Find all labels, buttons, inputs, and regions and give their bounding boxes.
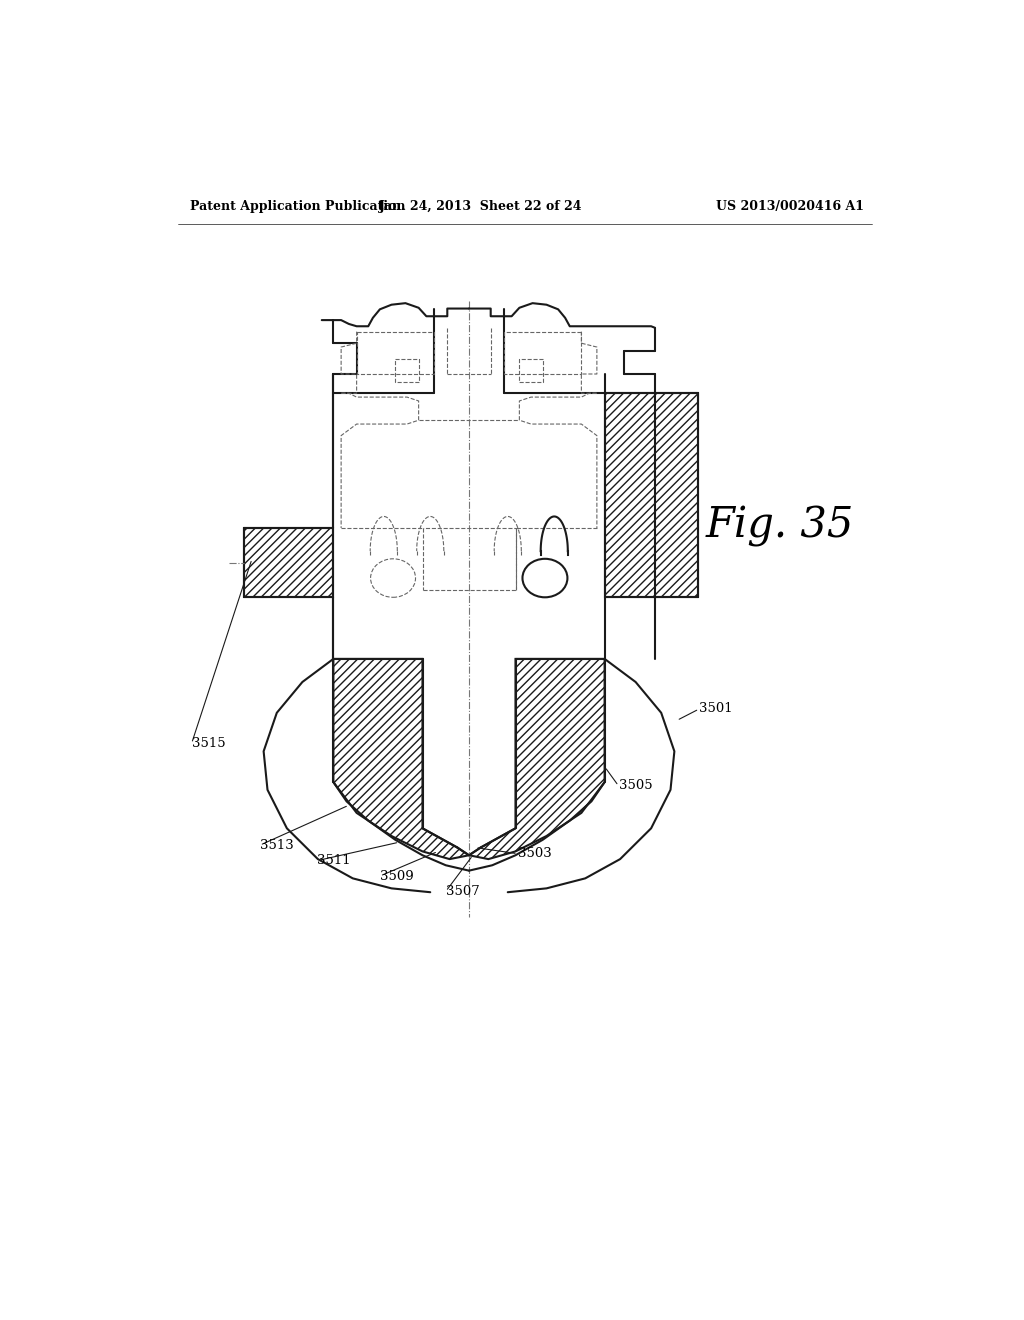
Text: 3511: 3511 bbox=[317, 854, 351, 867]
Text: Fig. 35: Fig. 35 bbox=[706, 506, 854, 548]
Text: 3501: 3501 bbox=[699, 702, 733, 715]
Polygon shape bbox=[604, 393, 697, 598]
Text: Patent Application Publication: Patent Application Publication bbox=[190, 199, 406, 213]
Text: 3509: 3509 bbox=[380, 870, 414, 883]
Text: 3503: 3503 bbox=[518, 847, 552, 861]
Text: 3505: 3505 bbox=[618, 779, 652, 792]
Polygon shape bbox=[245, 528, 334, 598]
Polygon shape bbox=[334, 659, 469, 859]
Text: Jan. 24, 2013  Sheet 22 of 24: Jan. 24, 2013 Sheet 22 of 24 bbox=[379, 199, 583, 213]
Ellipse shape bbox=[371, 558, 416, 598]
Text: 3515: 3515 bbox=[191, 737, 225, 750]
Text: 3513: 3513 bbox=[260, 838, 294, 851]
Ellipse shape bbox=[522, 558, 567, 598]
Polygon shape bbox=[469, 659, 604, 859]
Text: 3507: 3507 bbox=[445, 884, 479, 898]
Text: US 2013/0020416 A1: US 2013/0020416 A1 bbox=[716, 199, 864, 213]
